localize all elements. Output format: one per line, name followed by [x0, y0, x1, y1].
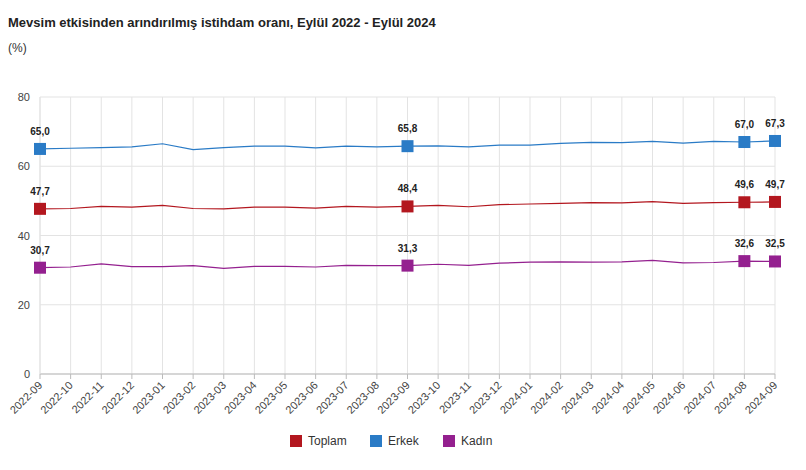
- x-tick: [438, 374, 439, 379]
- x-tick: [407, 374, 408, 379]
- x-tick: [530, 374, 531, 379]
- data-label: 48,4: [398, 183, 418, 194]
- legend-swatch: [290, 435, 302, 447]
- data-label: 49,6: [735, 179, 755, 190]
- data-label: 32,5: [765, 238, 785, 249]
- x-tick: [285, 374, 286, 379]
- marks: [34, 135, 781, 274]
- x-tick-label: 2022-10: [38, 379, 75, 416]
- point-marker: [738, 136, 750, 148]
- x-tick-label: 2024-05: [620, 379, 657, 416]
- x-tick-label: 2023-12: [467, 379, 504, 416]
- x-tick-label: 2023-03: [191, 379, 228, 416]
- data-label: 65,0: [30, 126, 50, 137]
- x-tick: [744, 374, 745, 379]
- x-tick: [713, 374, 714, 379]
- x-tick-label: 2023-04: [222, 379, 259, 416]
- data-label: 49,7: [765, 179, 785, 190]
- point-marker: [34, 143, 46, 155]
- x-tick: [376, 374, 377, 379]
- x-tick: [683, 374, 684, 379]
- x-tick: [40, 374, 41, 379]
- x-tick: [254, 374, 255, 379]
- x-tick: [315, 374, 316, 379]
- x-grid-line: [40, 97, 41, 374]
- x-tick-label: 2023-09: [375, 379, 412, 416]
- x-tick-label: 2022-09: [7, 379, 44, 416]
- data-label: 47,7: [30, 186, 50, 197]
- legend-label: Toplam: [308, 434, 347, 448]
- x-tick: [499, 374, 500, 379]
- x-tick: [223, 374, 224, 379]
- x-tick: [775, 374, 776, 379]
- point-marker: [738, 255, 750, 267]
- legend: Toplam Erkek Kadın: [290, 434, 492, 448]
- title: Mevsim etkisinden arındırılmış istihdam …: [8, 15, 436, 30]
- y-tick-label: 60: [18, 160, 30, 172]
- x-tick-label: 2023-10: [406, 379, 443, 416]
- y-tick-label: 0: [24, 368, 30, 380]
- y-tick-label: 20: [18, 299, 30, 311]
- subtitle: (%): [8, 41, 27, 55]
- point-marker: [34, 203, 46, 215]
- point-marker: [402, 200, 414, 212]
- legend-swatch: [443, 435, 455, 447]
- grid: [40, 97, 775, 374]
- y-tick-label: 40: [18, 230, 30, 242]
- data-label: 32,6: [735, 238, 755, 249]
- legend-swatch: [370, 435, 382, 447]
- point-marker: [769, 255, 781, 267]
- x-tick-label: 2024-08: [712, 379, 749, 416]
- x-tick-label: 2022-11: [69, 379, 105, 415]
- x-tick: [560, 374, 561, 379]
- y-grid-line: [40, 166, 775, 167]
- chart: Mevsim etkisinden arındırılmış istihdam …: [0, 0, 806, 470]
- y-grid-line: [40, 235, 775, 236]
- y-grid-line: [40, 97, 775, 98]
- legend-label: Kadın: [461, 434, 492, 448]
- x-tick: [131, 374, 132, 379]
- x-tick-label: 2024-04: [589, 379, 626, 416]
- x-tick-label: 2023-05: [252, 379, 289, 416]
- y-grid-line: [40, 304, 775, 305]
- x-tick-label: 2024-06: [651, 379, 688, 416]
- x-tick-label: 2023-11: [437, 379, 473, 415]
- point-marker: [402, 260, 414, 272]
- x-tick: [468, 374, 469, 379]
- x-tick-label: 2024-01: [497, 379, 534, 416]
- point-marker: [769, 196, 781, 208]
- data-label: 30,7: [30, 245, 50, 256]
- x-tick: [591, 374, 592, 379]
- x-tick-label: 2024-07: [681, 379, 718, 416]
- x-tick-label: 2023-08: [344, 379, 381, 416]
- data-label: 67,0: [735, 119, 755, 130]
- legend-label: Erkek: [388, 434, 420, 448]
- x-tick-label: 2022-12: [99, 379, 136, 416]
- x-tick: [652, 374, 653, 379]
- x-tick: [101, 374, 102, 379]
- y-tick-label: 80: [18, 91, 30, 103]
- y-axis: [40, 97, 41, 374]
- x-tick-label: 2023-07: [314, 379, 351, 416]
- x-tick: [162, 374, 163, 379]
- x-tick: [70, 374, 71, 379]
- x-tick-label: 2024-02: [528, 379, 565, 416]
- x-tick-label: 2023-06: [283, 379, 320, 416]
- x-tick-label: 2023-02: [161, 379, 198, 416]
- data-label: 67,3: [765, 118, 785, 129]
- point-marker: [738, 196, 750, 208]
- x-tick: [193, 374, 194, 379]
- x-tick-label: 2023-01: [130, 379, 167, 416]
- data-label: 65,8: [398, 123, 418, 134]
- data-labels: 47,7 48,4 49,6 49,7 65,0 65,8 67,0 67,3 30,7 31,3…: [30, 118, 785, 256]
- point-marker: [769, 135, 781, 147]
- x-tick: [346, 374, 347, 379]
- point-marker: [402, 140, 414, 152]
- point-marker: [34, 262, 46, 274]
- data-label: 31,3: [398, 243, 418, 254]
- x-tick-label: 2024-09: [742, 379, 779, 416]
- x-tick: [621, 374, 622, 379]
- x-tick-label: 2024-03: [559, 379, 596, 416]
